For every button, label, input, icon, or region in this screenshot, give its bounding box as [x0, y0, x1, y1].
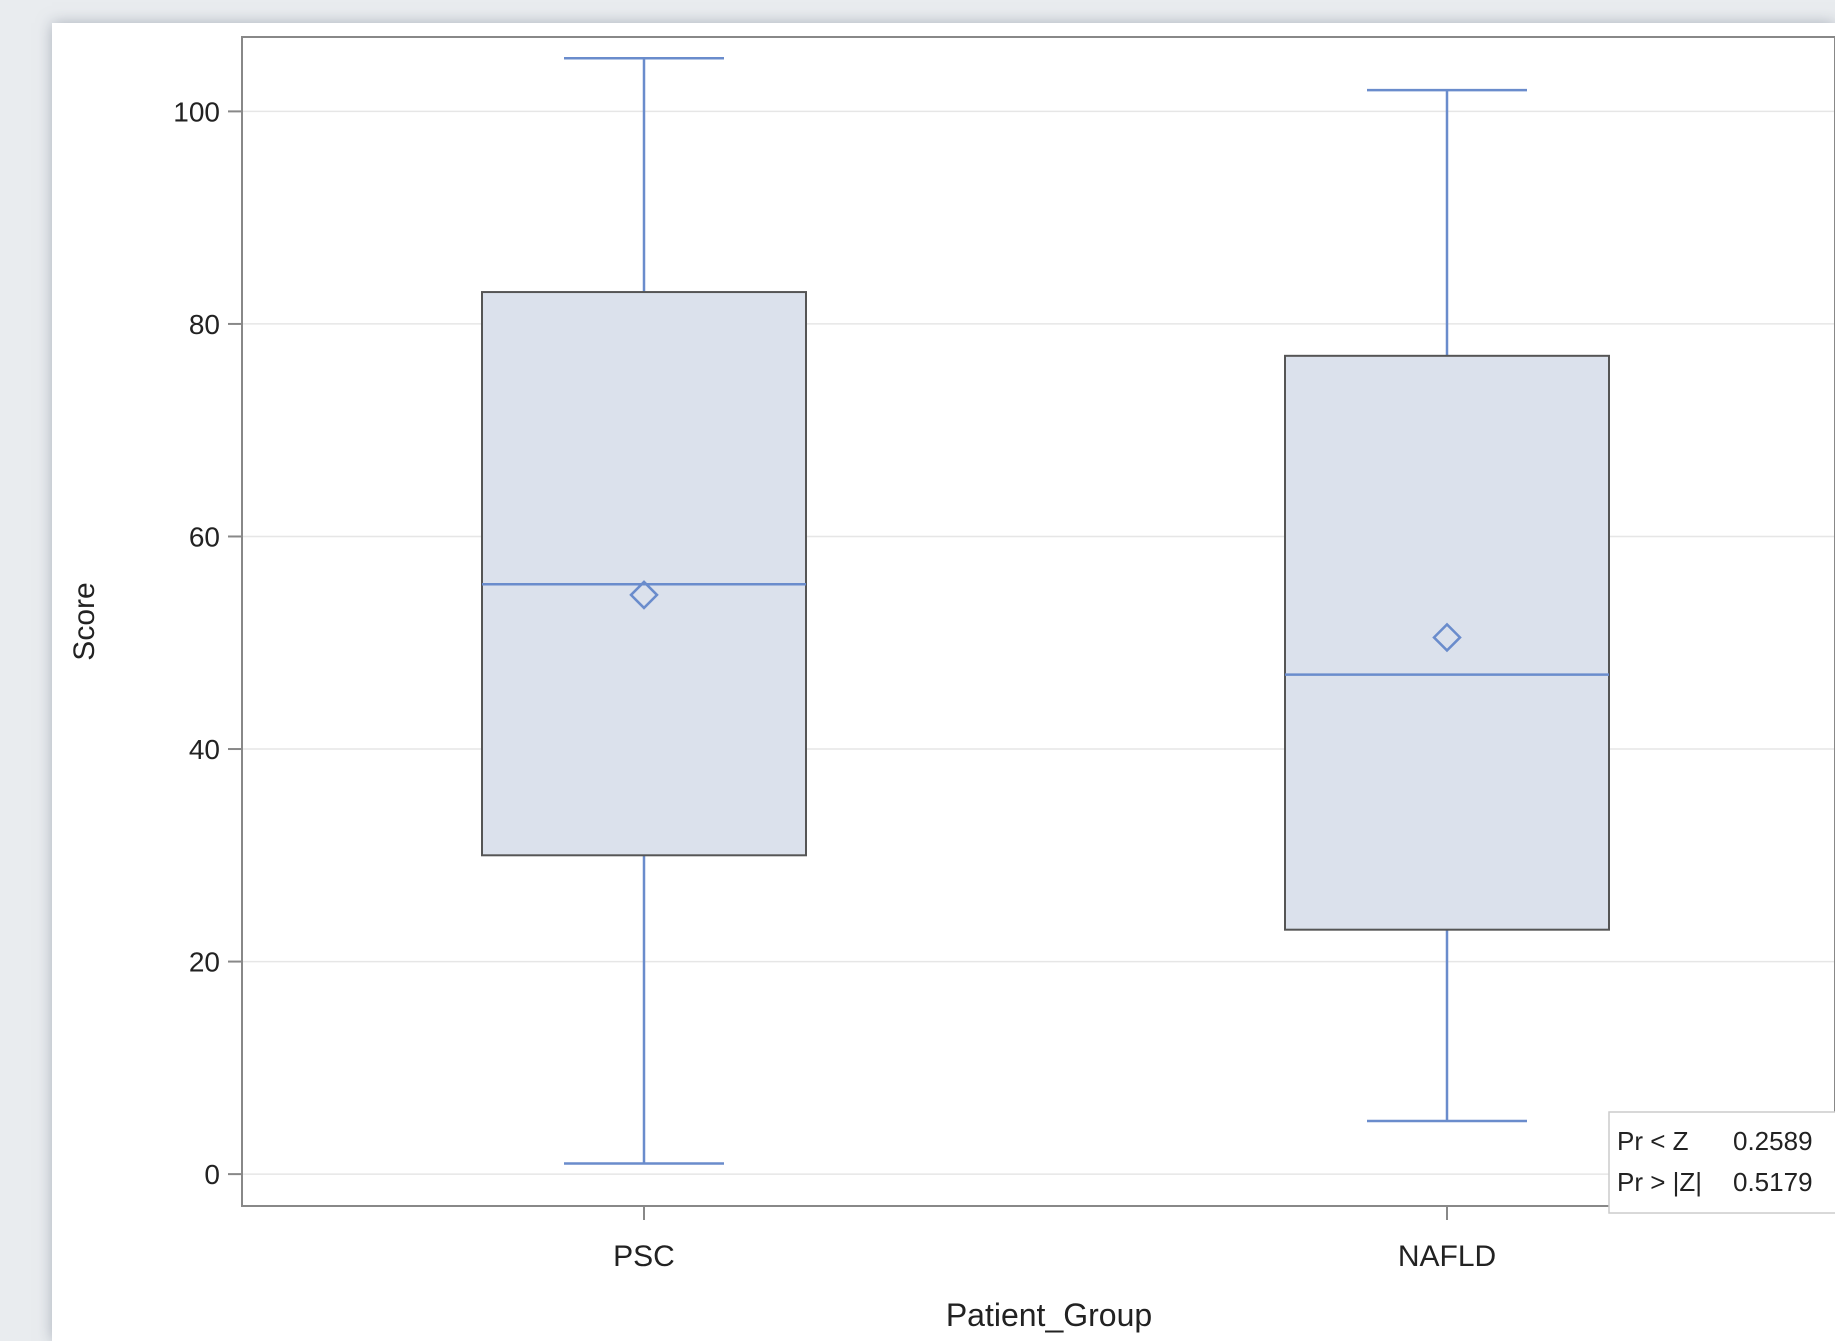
box-nafld — [1284, 354, 1610, 931]
stats-label: Pr > |Z| — [1617, 1167, 1702, 1197]
mean-marker — [1432, 622, 1462, 653]
stats-value: 0.5179 — [1733, 1167, 1813, 1197]
y-tick-label: 40 — [189, 734, 220, 765]
y-tick-label: 0 — [204, 1159, 220, 1190]
y-tick-label: 100 — [173, 96, 220, 127]
stats-value: 0.2589 — [1733, 1126, 1813, 1156]
y-tick-label: 60 — [189, 521, 220, 552]
y-axis-label: Score — [68, 582, 101, 660]
plot-frame — [241, 36, 1835, 1207]
stats-label: Pr < Z — [1617, 1126, 1689, 1156]
x-axis-label: Patient_Group — [946, 1297, 1152, 1333]
mean-marker — [629, 580, 659, 610]
box-psc — [481, 291, 807, 857]
x-tick-label: PSC — [613, 1240, 675, 1273]
x-tick-label: NAFLD — [1398, 1240, 1496, 1273]
y-tick-label: 80 — [189, 309, 220, 340]
plot-panel: 0 20 40 60 80 100 Score PSC NAFLD Patient_Group Pr… — [52, 23, 1835, 1341]
y-tick-label: 20 — [189, 947, 220, 978]
stats-inset — [1608, 1111, 1835, 1214]
box-plot-chart: 0 20 40 60 80 100 Score PSC NAFLD Patient_Group Pr… — [68, 36, 1835, 1333]
